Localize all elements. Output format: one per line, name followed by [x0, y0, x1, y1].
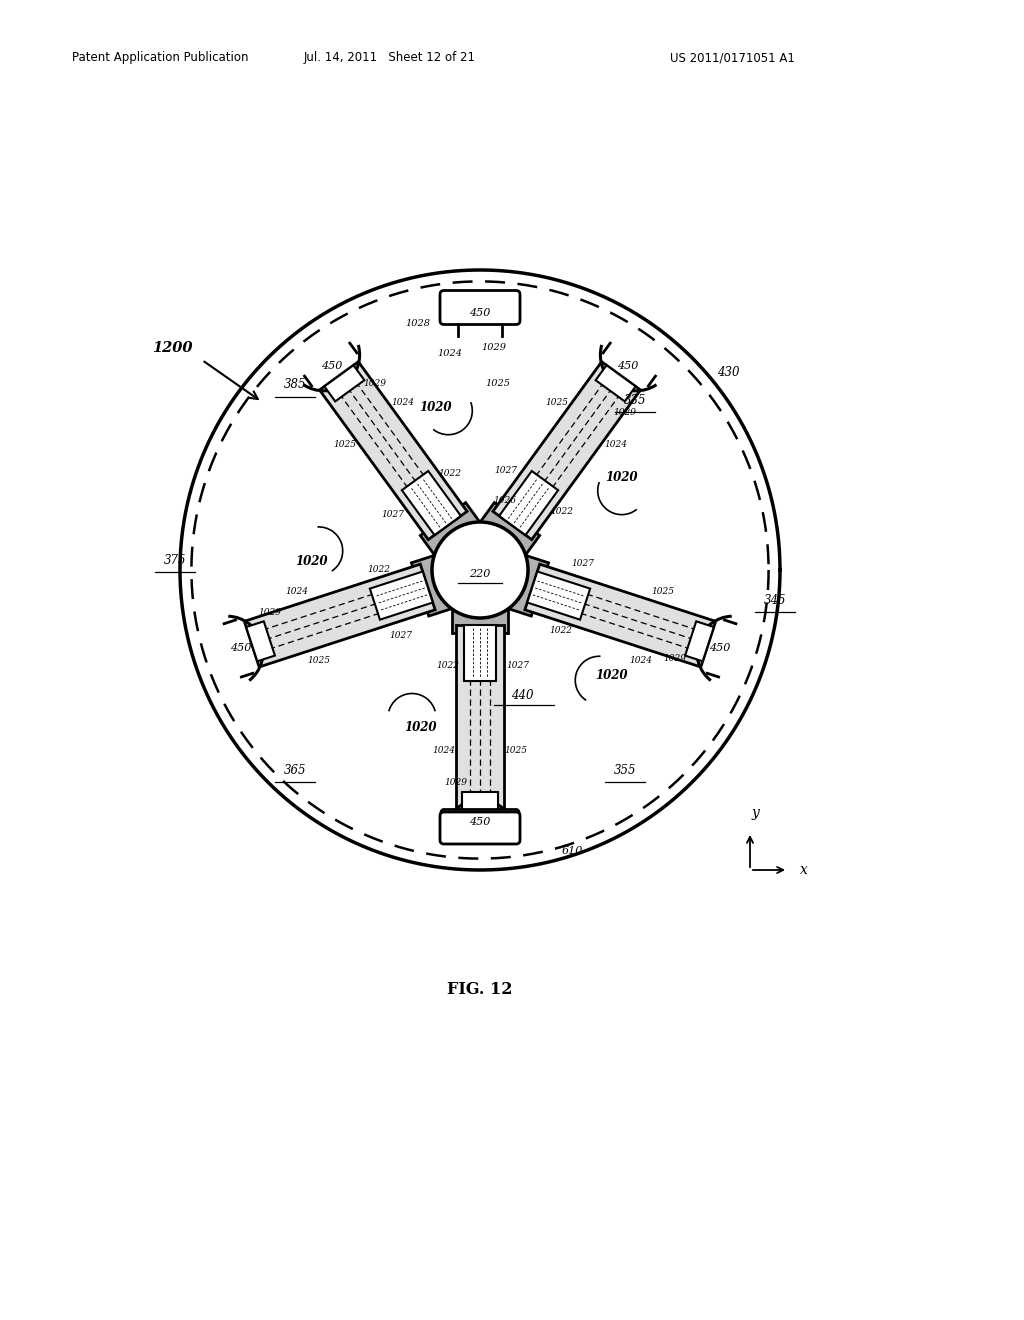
Text: FIG. 12: FIG. 12: [447, 982, 513, 998]
Polygon shape: [685, 622, 714, 661]
Text: 355: 355: [613, 763, 636, 776]
Polygon shape: [401, 471, 461, 535]
Text: Patent Application Publication: Patent Application Publication: [72, 51, 249, 65]
Text: x: x: [800, 863, 808, 876]
Polygon shape: [476, 503, 540, 561]
Text: 1027: 1027: [382, 511, 404, 519]
Text: 375: 375: [164, 553, 186, 566]
Text: 1024: 1024: [604, 441, 627, 449]
Polygon shape: [246, 622, 274, 661]
Polygon shape: [525, 564, 716, 667]
Text: 1024: 1024: [630, 656, 652, 664]
Text: 440: 440: [511, 689, 534, 702]
Text: 1029: 1029: [613, 408, 636, 417]
Text: 1025: 1025: [485, 380, 511, 388]
Polygon shape: [501, 553, 549, 616]
Text: 1027: 1027: [494, 466, 517, 475]
Text: 1020: 1020: [295, 556, 328, 568]
Text: 1029: 1029: [481, 343, 507, 352]
Polygon shape: [456, 624, 504, 810]
Text: 1020: 1020: [403, 721, 436, 734]
Text: 450: 450: [469, 817, 490, 828]
Text: 430: 430: [717, 366, 739, 379]
Polygon shape: [462, 792, 498, 810]
Text: 1022: 1022: [368, 565, 390, 574]
Text: 450: 450: [469, 309, 490, 318]
Text: 1024: 1024: [437, 350, 463, 359]
Polygon shape: [370, 572, 433, 619]
Text: 1200: 1200: [152, 341, 193, 355]
Text: 1025: 1025: [546, 399, 568, 407]
Text: 1022: 1022: [550, 626, 572, 635]
Polygon shape: [493, 362, 640, 540]
Text: 610: 610: [561, 846, 583, 857]
Text: 1022: 1022: [551, 507, 573, 516]
Text: 1020: 1020: [605, 471, 637, 484]
Text: 1024: 1024: [432, 746, 456, 755]
Circle shape: [432, 521, 528, 618]
Text: 1027: 1027: [507, 661, 529, 671]
Text: 450: 450: [617, 362, 639, 371]
FancyBboxPatch shape: [440, 812, 520, 843]
Text: 1029: 1029: [259, 609, 282, 618]
Text: 220: 220: [469, 569, 490, 579]
Polygon shape: [464, 624, 497, 681]
Polygon shape: [596, 366, 636, 401]
Text: 1026: 1026: [494, 496, 516, 504]
Text: 1024: 1024: [286, 587, 308, 597]
Text: 1024: 1024: [391, 399, 415, 407]
Text: 1027: 1027: [389, 631, 413, 640]
Text: 1025: 1025: [307, 656, 331, 664]
Text: y: y: [751, 807, 759, 820]
Polygon shape: [499, 471, 558, 535]
Text: 1020: 1020: [420, 401, 453, 413]
Text: 345: 345: [764, 594, 786, 606]
Text: 450: 450: [322, 362, 343, 371]
FancyBboxPatch shape: [441, 809, 519, 836]
Text: Jul. 14, 2011   Sheet 12 of 21: Jul. 14, 2011 Sheet 12 of 21: [304, 51, 476, 65]
Polygon shape: [452, 601, 508, 634]
Text: 450: 450: [229, 643, 251, 653]
Polygon shape: [420, 503, 484, 561]
Text: 1028: 1028: [406, 319, 430, 329]
Polygon shape: [527, 572, 590, 619]
Text: 1022: 1022: [436, 661, 460, 671]
Text: 335: 335: [624, 393, 646, 407]
FancyBboxPatch shape: [440, 290, 520, 325]
Text: 1029: 1029: [444, 779, 468, 787]
Text: 365: 365: [284, 763, 306, 776]
Text: 1020: 1020: [595, 669, 628, 682]
Polygon shape: [325, 366, 365, 401]
Text: 1025: 1025: [651, 587, 675, 597]
Text: 1029: 1029: [664, 653, 686, 663]
Text: 450: 450: [709, 643, 730, 653]
Text: 1025: 1025: [333, 441, 356, 449]
Text: 1025: 1025: [505, 746, 527, 755]
Polygon shape: [245, 564, 435, 667]
Polygon shape: [412, 553, 459, 616]
Text: 1029: 1029: [362, 379, 386, 388]
Text: 1027: 1027: [571, 558, 594, 568]
Polygon shape: [319, 362, 467, 540]
Text: 385: 385: [284, 379, 306, 392]
Text: US 2011/0171051 A1: US 2011/0171051 A1: [670, 51, 795, 65]
Text: 1022: 1022: [438, 470, 461, 478]
